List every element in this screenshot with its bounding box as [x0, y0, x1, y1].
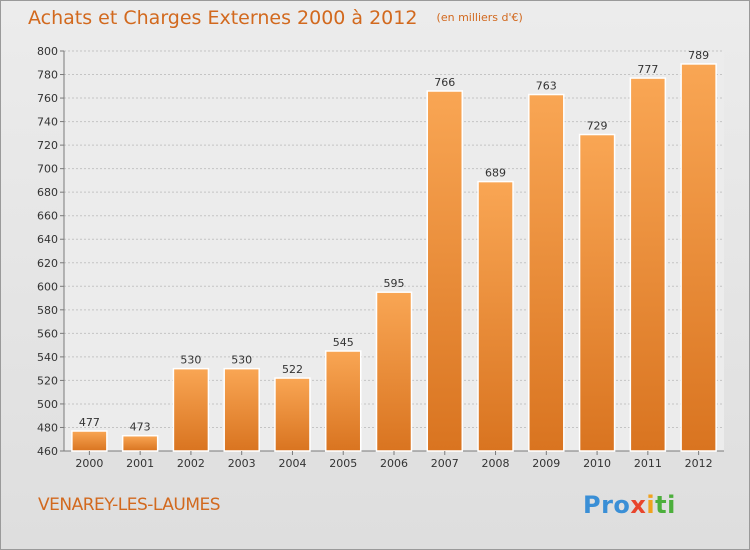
bar [629, 77, 667, 452]
y-tick-label: 660 [37, 210, 58, 223]
bar [375, 291, 413, 452]
y-tick-label: 740 [37, 116, 58, 129]
bar [477, 180, 514, 452]
data-label: 595 [384, 277, 405, 290]
x-tick-label: 2000 [75, 457, 103, 470]
bar [172, 367, 210, 452]
x-tick-label: 2008 [482, 457, 510, 470]
data-label: 729 [587, 120, 608, 133]
x-tick-label: 2005 [329, 457, 357, 470]
chart-title-row: Achats et Charges Externes 2000 à 2012 (… [28, 7, 523, 29]
x-tick-label: 2010 [583, 457, 611, 470]
bar [223, 367, 260, 452]
bar [680, 63, 717, 452]
y-tick-label: 800 [37, 45, 58, 58]
y-tick-label: 640 [37, 233, 58, 246]
x-tick-label: 2006 [380, 457, 408, 470]
bar [121, 434, 159, 452]
data-label: 766 [434, 76, 455, 89]
bar [578, 133, 616, 452]
y-tick-label: 540 [37, 351, 58, 364]
y-tick-label: 680 [37, 186, 58, 199]
bar [324, 350, 362, 452]
x-tick-label: 2007 [431, 457, 459, 470]
y-tick-label: 500 [37, 398, 58, 411]
data-label: 777 [637, 63, 658, 76]
bar [528, 93, 565, 452]
data-label: 545 [333, 336, 354, 349]
data-label: 530 [180, 354, 201, 367]
y-tick-label: 620 [37, 257, 58, 270]
y-tick-label: 720 [37, 139, 58, 152]
x-tick-label: 2003 [228, 457, 256, 470]
chart-unit: (en milliers d'€) [436, 11, 523, 24]
y-tick-label: 560 [37, 327, 58, 340]
bar [426, 90, 464, 452]
data-label: 530 [231, 354, 252, 367]
bar [274, 377, 311, 452]
x-tick-label: 2001 [126, 457, 154, 470]
x-tick-label: 2012 [685, 457, 713, 470]
x-tick-label: 2009 [532, 457, 560, 470]
y-tick-label: 760 [37, 92, 58, 105]
data-label: 789 [688, 49, 709, 62]
data-label: 473 [130, 421, 151, 434]
y-tick-label: 700 [37, 163, 58, 176]
proxiti-logo: Proxiti [583, 491, 676, 519]
bar [71, 430, 108, 452]
x-tick-label: 2011 [634, 457, 662, 470]
data-label: 763 [536, 80, 557, 93]
chart-title: Achats et Charges Externes 2000 à 2012 [28, 7, 418, 29]
x-tick-label: 2004 [278, 457, 306, 470]
city-name: VENAREY-LES-LAUMES [38, 495, 221, 515]
y-tick-label: 780 [37, 69, 58, 82]
x-tick-label: 2002 [177, 457, 205, 470]
y-tick-label: 520 [37, 374, 58, 387]
y-tick-label: 600 [37, 280, 58, 293]
y-tick-label: 460 [37, 445, 58, 458]
data-label: 522 [282, 363, 303, 376]
y-tick-label: 580 [37, 304, 58, 317]
y-tick-label: 480 [37, 421, 58, 434]
data-label: 689 [485, 167, 506, 180]
data-label: 477 [79, 416, 100, 429]
